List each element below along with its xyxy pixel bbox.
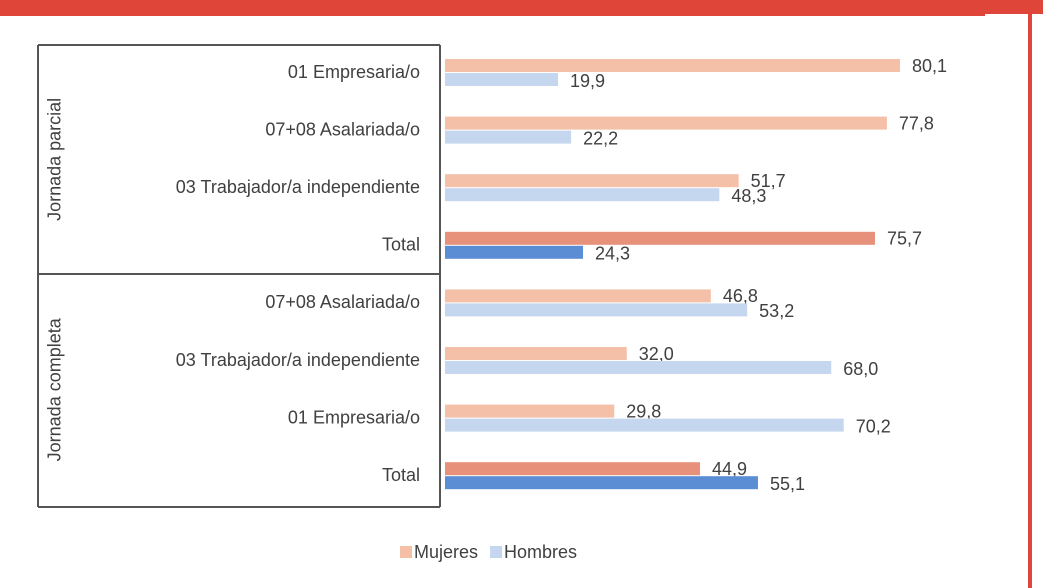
bar [445,361,832,374]
value-label: 75,7 [887,229,922,249]
bar [445,303,748,317]
group-label: Jornada parcial [45,98,65,221]
value-label: 68,0 [843,359,878,379]
legend-swatch [400,546,412,558]
bar [445,347,627,360]
value-label: 48,3 [731,186,766,206]
bar [445,462,701,476]
bar [445,188,720,202]
legend-label: Hombres [504,542,577,562]
value-label: 77,8 [899,113,934,133]
bar [445,116,887,130]
category-label: 07+08 Asalariada/o [265,292,420,312]
legend-label: Mujeres [414,542,478,562]
value-label: 70,2 [856,416,891,436]
legend-swatch [490,546,503,558]
bar [445,289,711,303]
bar [445,130,572,144]
category-label: 07+08 Asalariada/o [265,119,420,139]
category-label: 03 Trabajador/a independiente [176,177,420,197]
value-label: 22,2 [583,128,618,148]
value-label: 53,2 [759,301,794,321]
bar [445,59,900,72]
value-label: 80,1 [912,56,947,76]
value-label: 44,9 [712,459,747,479]
value-label: 46,8 [723,286,758,306]
category-label: 01 Empresaria/o [288,62,420,82]
value-label: 51,7 [751,171,786,191]
category-label: 01 Empresaria/o [288,407,420,427]
bar [445,418,844,432]
bar [445,231,875,245]
bar [445,476,758,490]
value-label: 19,9 [570,71,605,91]
value-label: 55,1 [770,474,805,494]
bar [445,174,739,188]
value-label: 29,8 [626,401,661,421]
bar [445,245,584,259]
title-banner [0,0,1043,16]
group-box [37,44,441,508]
category-label: 03 Trabajador/a independiente [176,350,420,370]
bar [445,73,559,86]
value-label: 32,0 [639,344,674,364]
category-label: Total [382,235,420,255]
category-label: Total [382,465,420,485]
group-label: Jornada completa [45,317,65,461]
frame-gap [985,14,1043,18]
bar [445,404,615,418]
value-label: 24,3 [595,244,630,264]
